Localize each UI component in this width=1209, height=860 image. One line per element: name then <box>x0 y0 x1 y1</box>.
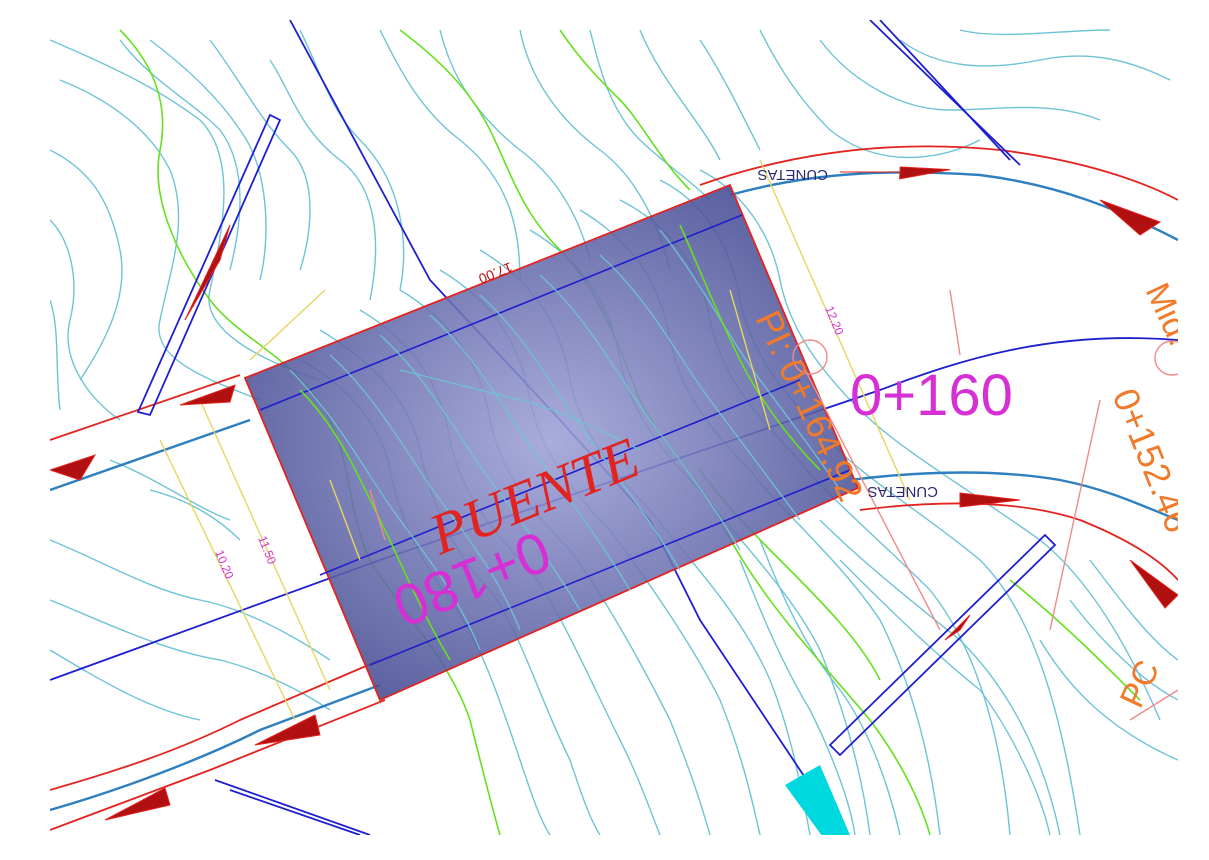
cuneta-label-top: CUNETAS <box>757 166 828 183</box>
cunetas <box>50 171 1178 812</box>
bridge-deck <box>243 183 860 702</box>
station-ticks <box>369 289 1178 721</box>
width-lines <box>159 159 911 721</box>
side-ditches <box>136 113 1057 757</box>
station-160-label: 0+160 <box>850 363 1013 428</box>
width-label-12-20: 12.20 <box>822 304 846 337</box>
pc-label: PC <box>1113 655 1167 714</box>
width-label-11-50: 11.50 <box>255 534 279 567</box>
width-label-10-20: 10.20 <box>212 548 236 581</box>
flow-direction-arrow-icon <box>785 765 850 835</box>
cuneta-label-bottom: CUNETAS <box>867 483 938 500</box>
cuneta-flow-arrow-icon <box>50 166 1178 821</box>
mid-station-label: 0+152.46 <box>1105 383 1200 539</box>
road-platform <box>50 145 1178 831</box>
mid-label: Mid: <box>1138 277 1200 351</box>
